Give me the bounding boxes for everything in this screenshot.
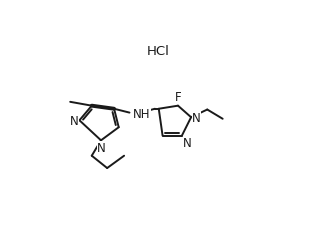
Text: HCl: HCl bbox=[146, 45, 169, 58]
Text: N: N bbox=[192, 111, 201, 124]
Text: NH: NH bbox=[133, 107, 151, 120]
Text: N: N bbox=[97, 141, 105, 154]
Text: F: F bbox=[175, 91, 181, 104]
Text: N: N bbox=[183, 137, 191, 150]
Text: N: N bbox=[70, 114, 79, 127]
